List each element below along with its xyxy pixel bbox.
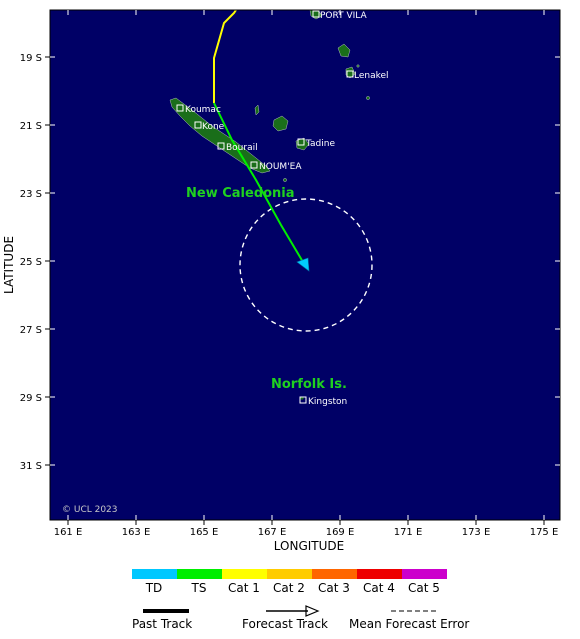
town-label: PORT VILA xyxy=(320,11,368,21)
legend-label: Cat 3 xyxy=(318,581,350,595)
legend-swatch-td xyxy=(132,569,177,579)
lon-tick-label: 173 E xyxy=(462,527,491,538)
town-label: Kone xyxy=(202,122,225,132)
lon-tick-label: 175 E xyxy=(530,527,559,538)
town-label: Tadine xyxy=(305,139,335,149)
lon-tick-label: 167 E xyxy=(258,527,287,538)
lifou-island xyxy=(272,115,289,132)
past-track-legend-label: Past Track xyxy=(132,617,192,631)
plot-frame xyxy=(49,9,561,521)
legend-label: TS xyxy=(191,581,207,595)
lon-inner-ticks xyxy=(67,10,545,520)
lat-tick-label: 21 S xyxy=(20,121,42,132)
lat-inner-ticks xyxy=(50,56,560,466)
town-noumea: NOUM'EA xyxy=(250,161,302,172)
forecast-track-legend-label: Forecast Track xyxy=(242,617,328,631)
lat-tick-labels: 19 S 21 S 23 S 25 S 27 S 29 S 31 S xyxy=(20,53,42,472)
new-caledonia-landmass xyxy=(169,97,271,174)
town-bourail: Bourail xyxy=(217,142,258,153)
town-lenakel: Lenakel xyxy=(346,70,389,81)
futuna-island xyxy=(356,64,360,68)
lon-tick-labels: 161 E 163 E 165 E 167 E 169 E 171 E 173 … xyxy=(54,527,559,538)
forecast-track-line xyxy=(213,102,304,263)
legend-swatch-cat3 xyxy=(312,569,357,579)
copyright-notice: © UCL 2023 xyxy=(62,505,118,515)
lat-tick-label: 27 S xyxy=(20,325,42,336)
legend-swatch-cat5 xyxy=(402,569,447,579)
track-legend: Past Track Forecast Track Mean Forecast … xyxy=(132,605,469,631)
lat-tick-label: 23 S xyxy=(20,189,42,200)
legend-swatch-cat4 xyxy=(357,569,402,579)
town-label: Bourail xyxy=(226,143,258,153)
y-axis-title: LATITUDE xyxy=(2,236,16,294)
town-tadine: Tadine xyxy=(297,138,335,149)
region-label-new-caledonia: New Caledonia xyxy=(186,186,295,201)
past-track-line xyxy=(213,9,237,103)
lat-tick-label: 29 S xyxy=(20,393,42,404)
ouvea-island xyxy=(254,104,260,116)
lon-tick-label: 169 E xyxy=(326,527,355,538)
legend-swatch-cat2 xyxy=(267,569,312,579)
lat-tick-label: 25 S xyxy=(20,257,42,268)
isle-of-pines xyxy=(283,178,287,182)
region-label-norfolk: Norfolk Is. xyxy=(271,377,347,392)
town-koumac: Koumac xyxy=(176,104,221,115)
lat-ticks xyxy=(45,56,50,466)
mean-forecast-error-circle xyxy=(239,198,373,332)
legend-label: Cat 4 xyxy=(363,581,395,595)
town-kone: Kone xyxy=(194,121,225,132)
lon-ticks xyxy=(67,520,545,525)
lat-tick-label: 31 S xyxy=(20,461,42,472)
town-label: Kingston xyxy=(308,397,347,407)
lon-tick-label: 165 E xyxy=(190,527,219,538)
erromango-island xyxy=(337,43,351,58)
legend-label: Cat 5 xyxy=(408,581,440,595)
town-label: NOUM'EA xyxy=(259,162,302,172)
town-label: Lenakel xyxy=(354,71,389,81)
category-legend: TD TS Cat 1 Cat 2 Cat 3 Cat 4 Cat 5 xyxy=(132,569,447,595)
x-axis-title: LONGITUDE xyxy=(274,539,344,553)
town-kingston: Kingston xyxy=(299,396,347,407)
legend-swatch-ts xyxy=(177,569,222,579)
legend-label: Cat 1 xyxy=(228,581,260,595)
legend-label: TD xyxy=(145,581,163,595)
legend-label: Cat 2 xyxy=(273,581,305,595)
lon-tick-label: 163 E xyxy=(122,527,151,538)
lat-tick-label: 19 S xyxy=(20,53,42,64)
town-label: Koumac xyxy=(185,105,221,115)
forecast-arrowhead xyxy=(296,257,310,272)
legend-swatch-cat1 xyxy=(222,569,267,579)
aneityum-island xyxy=(366,96,370,100)
lon-tick-label: 171 E xyxy=(394,527,423,538)
forecast-track-legend-arrow xyxy=(305,605,320,617)
town-port-vila: PORT VILA xyxy=(312,10,368,21)
mean-error-legend-label: Mean Forecast Error xyxy=(349,617,469,631)
lon-tick-label: 161 E xyxy=(54,527,83,538)
